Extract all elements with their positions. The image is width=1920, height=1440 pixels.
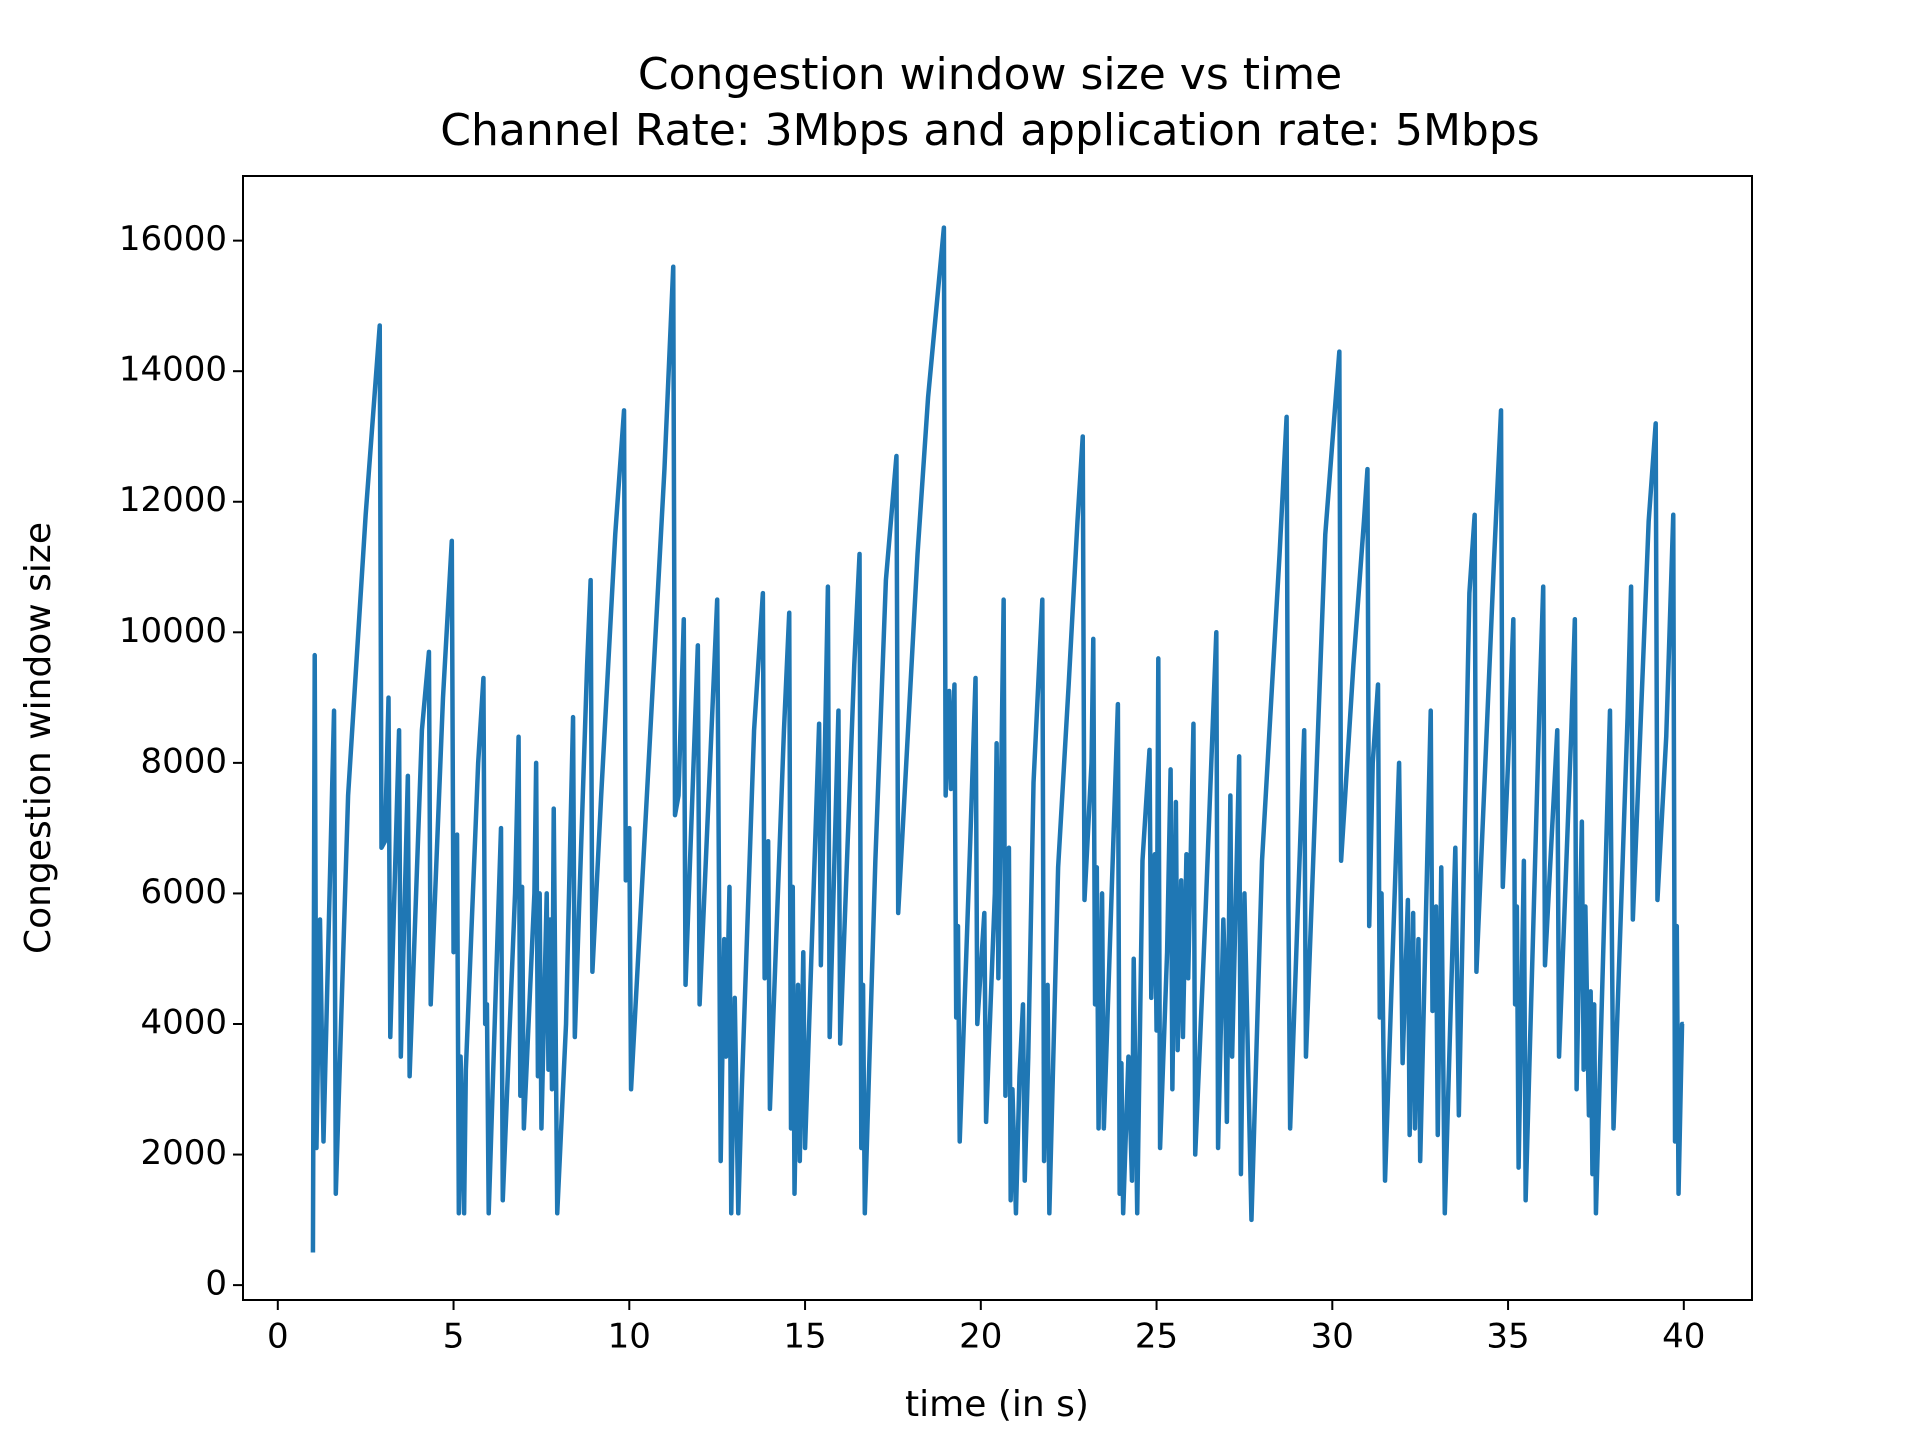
y-tick-label: 0 — [205, 1264, 227, 1304]
data-line — [310, 225, 1685, 1253]
x-axis-label: time (in s) — [905, 1384, 1089, 1425]
axes-frame — [242, 175, 1753, 1301]
chart-title: Congestion window size vs time — [638, 49, 1342, 100]
x-tick-label: 0 — [267, 1317, 289, 1357]
x-tick-label: 35 — [1486, 1317, 1529, 1357]
x-tick-label: 20 — [959, 1317, 1002, 1357]
plot-area — [310, 225, 1685, 1253]
y-tick-label: 10000 — [119, 611, 227, 651]
y-tick-label: 4000 — [140, 1002, 227, 1042]
x-tick-label: 5 — [443, 1317, 465, 1357]
x-tick-label: 40 — [1662, 1317, 1705, 1357]
x-tick-label: 15 — [783, 1317, 826, 1357]
x-tick-label: 25 — [1135, 1317, 1178, 1357]
x-tick-label: 10 — [608, 1317, 651, 1357]
y-tick-label: 12000 — [119, 480, 227, 520]
x-tick-label: 30 — [1311, 1317, 1354, 1357]
chart-subtitle: Channel Rate: 3Mbps and application rate… — [440, 105, 1539, 156]
y-tick-label: 2000 — [140, 1133, 227, 1173]
y-tick-label: 6000 — [140, 872, 227, 912]
y-tick-label: 14000 — [119, 350, 227, 390]
y-tick-label: 16000 — [119, 219, 227, 259]
y-axis-label: Congestion window size — [18, 522, 59, 954]
y-tick-label: 8000 — [140, 741, 227, 781]
